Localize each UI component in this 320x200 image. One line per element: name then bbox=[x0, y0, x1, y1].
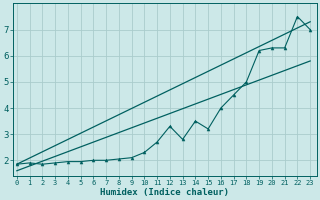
X-axis label: Humidex (Indice chaleur): Humidex (Indice chaleur) bbox=[100, 188, 229, 197]
